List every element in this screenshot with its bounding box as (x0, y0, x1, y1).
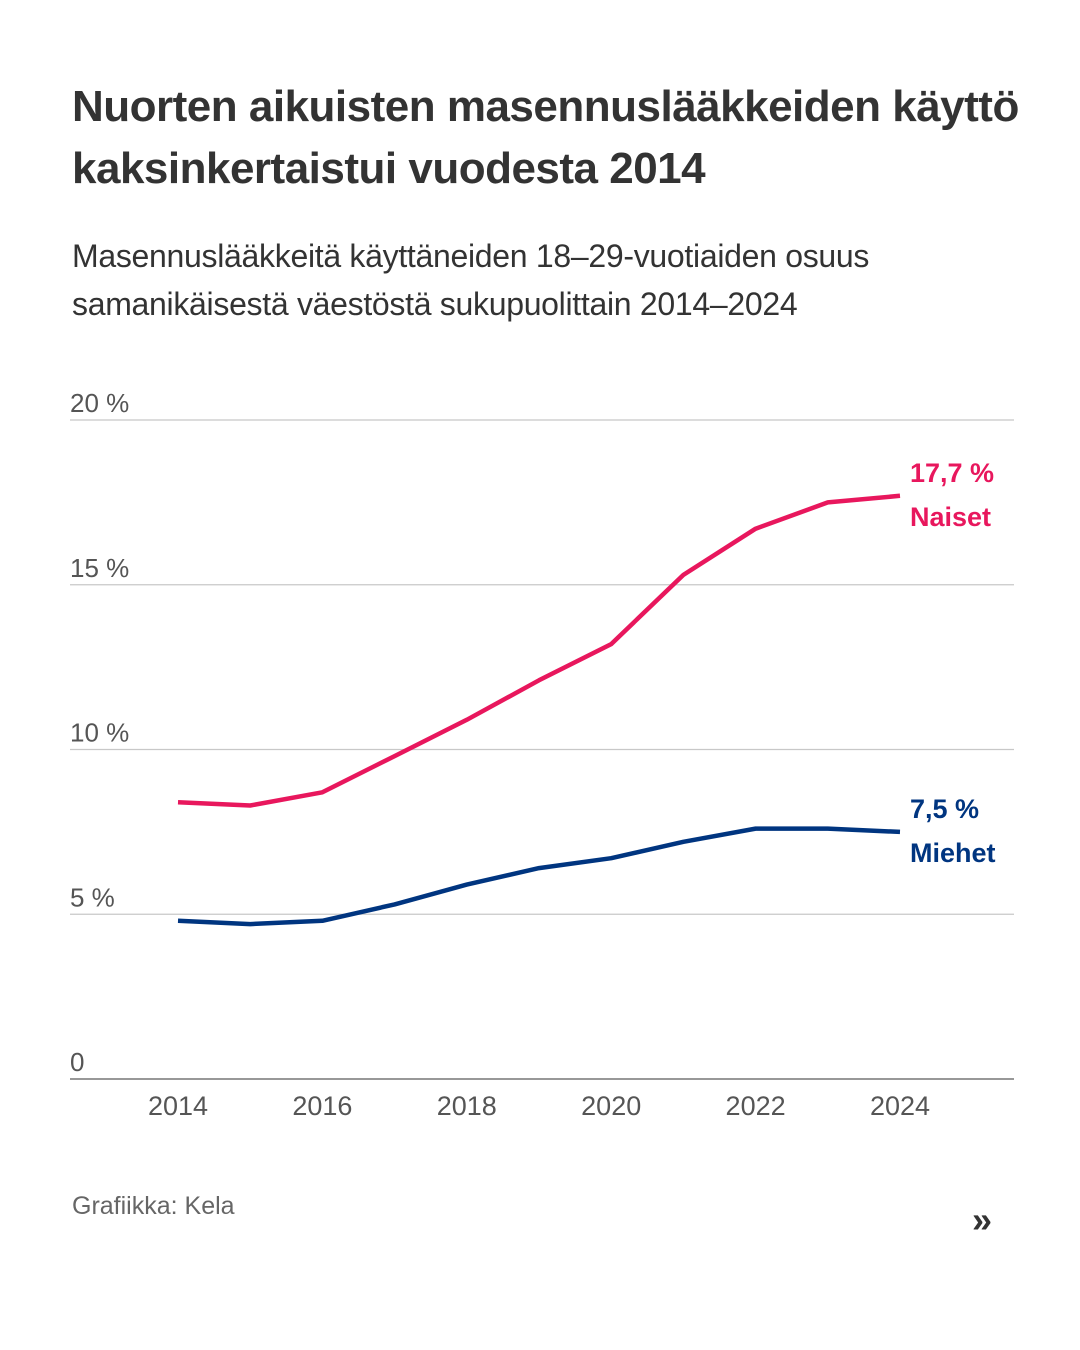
series-lines (177, 493, 901, 927)
end-labels: 17,7 % Naiset 7,5 % Miehet (910, 458, 996, 868)
y-tick-label: 20 % (70, 388, 129, 418)
x-axis-ticks: 2014 2016 2018 2020 2022 2024 (148, 1091, 930, 1121)
y-tick-label: 15 % (70, 553, 129, 583)
y-tick-label: 10 % (70, 718, 129, 748)
double-chevron-right-icon[interactable]: » (972, 1199, 993, 1240)
y-tick-label: 0 (70, 1047, 84, 1077)
chart-title: Nuorten aikuisten masennuslääkkeiden käy… (72, 82, 1019, 193)
x-tick-label: 2024 (870, 1091, 930, 1121)
x-tick-label: 2022 (726, 1091, 786, 1121)
x-tick-label: 2020 (581, 1091, 641, 1121)
x-tick-label: 2016 (292, 1091, 352, 1121)
x-tick-label: 2014 (148, 1091, 208, 1121)
gridlines (70, 419, 1014, 1080)
graphic-credit: Grafiikka: Kela (72, 1192, 235, 1220)
end-value-label-miehet: 7,5 % (910, 794, 979, 824)
end-value-label-naiset: 17,7 % (910, 458, 994, 488)
x-tick-label: 2018 (437, 1091, 497, 1121)
series-line-naiset (177, 493, 901, 808)
chart-subtitle: Masennuslääkkeitä käyttäneiden 18–29-vuo… (72, 238, 870, 322)
series-line-miehet (177, 826, 901, 927)
series-name-label-naiset: Naiset (910, 502, 991, 532)
y-tick-label: 5 % (70, 882, 115, 912)
y-axis-ticks: 0 5 % 10 % 15 % 20 % (70, 388, 129, 1077)
series-name-label-miehet: Miehet (910, 838, 996, 868)
